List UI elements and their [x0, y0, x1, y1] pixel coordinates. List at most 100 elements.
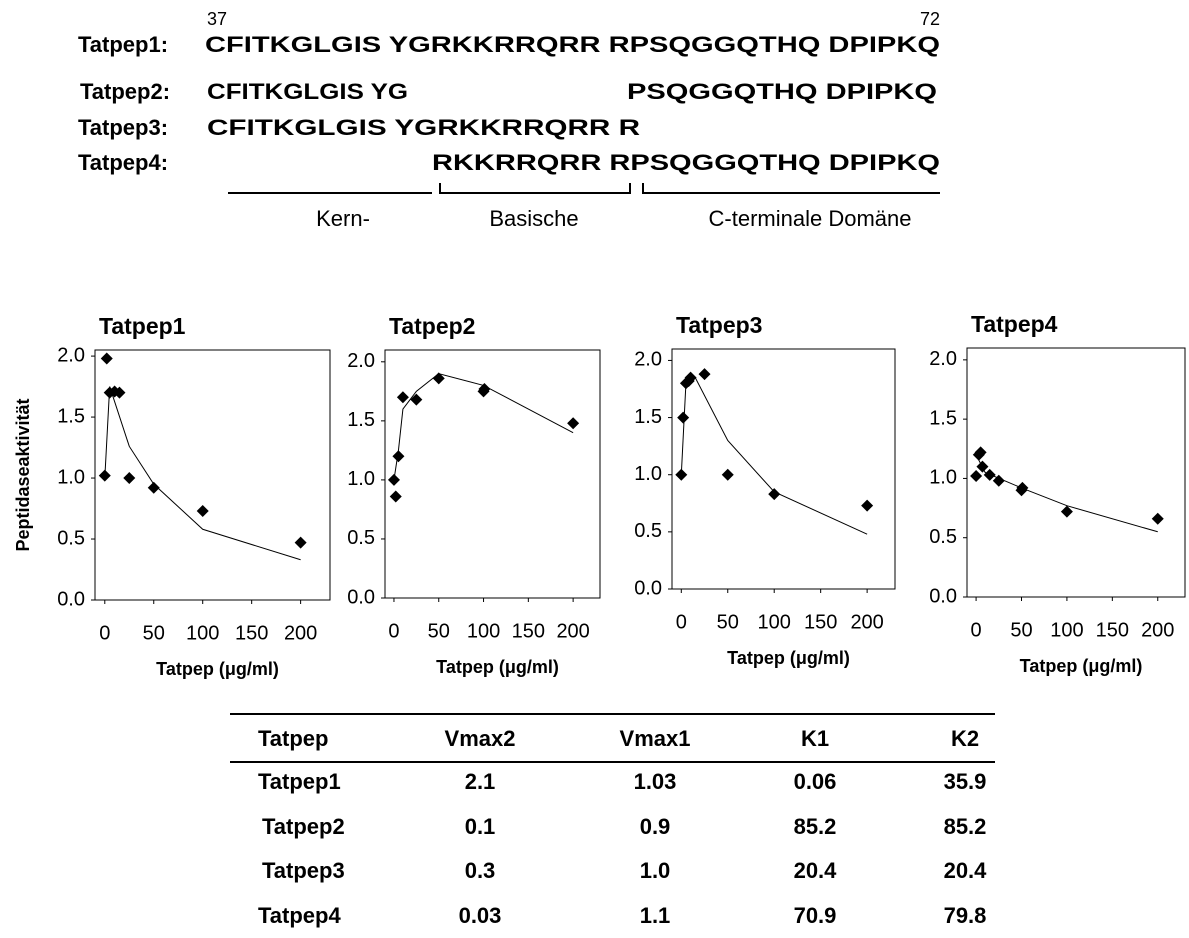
data-point	[1151, 512, 1164, 525]
table-header: K1	[801, 726, 829, 751]
x-tick-label: 150	[235, 622, 268, 644]
y-tick-label: 1.5	[929, 407, 957, 429]
x-tick-label: 100	[1050, 619, 1083, 641]
data-point	[392, 450, 405, 463]
y-tick-label: 1.0	[634, 463, 662, 485]
data-point	[396, 391, 409, 404]
table-header: K2	[951, 726, 979, 751]
table-cell: Tatpep2	[262, 814, 345, 839]
domain-label: C-terminale Domäne	[709, 206, 912, 231]
sequence: PSQGGQTHQ DPIPKQ	[627, 79, 937, 104]
data-point	[387, 473, 400, 486]
plot-frame	[384, 349, 601, 599]
x-tick-label: 50	[717, 611, 739, 633]
sequence: CFITKGLGIS YG	[207, 79, 408, 104]
data-point	[98, 469, 111, 482]
table-cell: 79.8	[944, 903, 987, 928]
data-point	[478, 382, 491, 395]
y-tick-label: 1.5	[634, 406, 662, 428]
x-tick-label: 100	[758, 611, 791, 633]
data-point	[992, 474, 1005, 487]
x-tick-label: 200	[850, 611, 883, 633]
table-cell: 0.03	[459, 903, 502, 928]
data-point	[698, 368, 711, 381]
data-point	[389, 490, 402, 503]
x-tick-label: 100	[186, 622, 219, 644]
data-point	[567, 417, 580, 430]
y-tick-label: 2.0	[929, 348, 957, 370]
domain-label: Kern-	[316, 206, 370, 231]
x-tick-label: 200	[1141, 619, 1174, 641]
data-point	[983, 468, 996, 481]
domain-label: Basische	[489, 206, 578, 231]
data-point	[147, 481, 160, 494]
table-cell: 0.06	[794, 769, 837, 794]
data-point	[432, 372, 445, 385]
sequence-label: Tatpep4:	[78, 150, 168, 175]
x-axis-label: Tatpep (μg/ml)	[436, 657, 559, 677]
x-tick-label: 150	[1096, 619, 1129, 641]
table-cell: 35.9	[944, 769, 987, 794]
chart-title: Tatpep1	[99, 313, 186, 339]
table-cell: Tatpep4	[258, 903, 341, 928]
y-tick-label: 1.5	[57, 405, 85, 427]
data-point	[677, 411, 690, 424]
x-tick-label: 50	[428, 620, 450, 642]
x-axis-label: Tatpep (μg/ml)	[727, 648, 850, 668]
y-tick-label: 2.0	[57, 344, 85, 366]
sequence: CFITKGLGIS YGRKKRRQRR RPSQGGQTHQ DPIPKQ	[205, 32, 940, 57]
data-point	[974, 446, 987, 459]
table-cell: 0.1	[465, 814, 496, 839]
table-cell: 0.9	[640, 814, 671, 839]
x-tick-label: 50	[1010, 619, 1032, 641]
table-cell: 20.4	[944, 858, 988, 883]
x-tick-label: 0	[971, 619, 982, 641]
y-tick-label: 1.0	[347, 468, 375, 490]
y-tick-label: 2.0	[634, 349, 662, 371]
x-tick-label: 0	[676, 611, 687, 633]
table-cell: 0.3	[465, 858, 496, 883]
fit-line	[104, 386, 301, 561]
data-point	[721, 468, 734, 481]
table-cell: 70.9	[794, 903, 837, 928]
sequence-label: Tatpep2:	[80, 79, 170, 104]
table-cell: Tatpep1	[258, 769, 341, 794]
start-position: 37	[207, 9, 227, 29]
data-point	[196, 504, 209, 517]
data-point	[113, 386, 126, 399]
y-axis-label: Peptidaseaktivität	[13, 398, 33, 551]
y-tick-label: 0.0	[347, 586, 375, 608]
end-position: 72	[920, 9, 940, 29]
table-cell: 1.03	[634, 769, 677, 794]
domain-brackets	[228, 183, 940, 194]
table-header: Vmax1	[620, 726, 691, 751]
chart-title: Tatpep2	[389, 313, 475, 339]
data-point	[976, 460, 989, 473]
data-point	[294, 536, 307, 549]
y-tick-label: 0.0	[57, 588, 85, 610]
sequence-label: Tatpep1:	[78, 32, 168, 57]
plot-frame	[94, 349, 331, 601]
data-point	[675, 468, 688, 481]
table-header: Tatpep	[258, 726, 328, 751]
x-axis-label: Tatpep (μg/ml)	[156, 659, 279, 679]
x-tick-label: 50	[143, 622, 165, 644]
x-tick-label: 200	[556, 620, 589, 642]
x-tick-label: 100	[467, 620, 500, 642]
x-tick-label: 200	[284, 622, 317, 644]
table-header: Vmax2	[445, 726, 516, 751]
y-tick-label: 0.0	[634, 577, 662, 599]
y-tick-label: 0.5	[634, 520, 662, 542]
x-tick-label: 150	[512, 620, 545, 642]
data-point	[410, 393, 423, 406]
y-tick-label: 1.5	[347, 409, 375, 431]
x-tick-label: 150	[804, 611, 837, 633]
y-tick-label: 2.0	[347, 350, 375, 372]
y-tick-label: 1.0	[929, 467, 957, 489]
table-cell: 1.0	[640, 858, 671, 883]
data-point	[1016, 481, 1029, 494]
y-tick-label: 0.0	[929, 585, 957, 607]
data-point	[1060, 505, 1073, 518]
fit-line	[975, 454, 1158, 533]
